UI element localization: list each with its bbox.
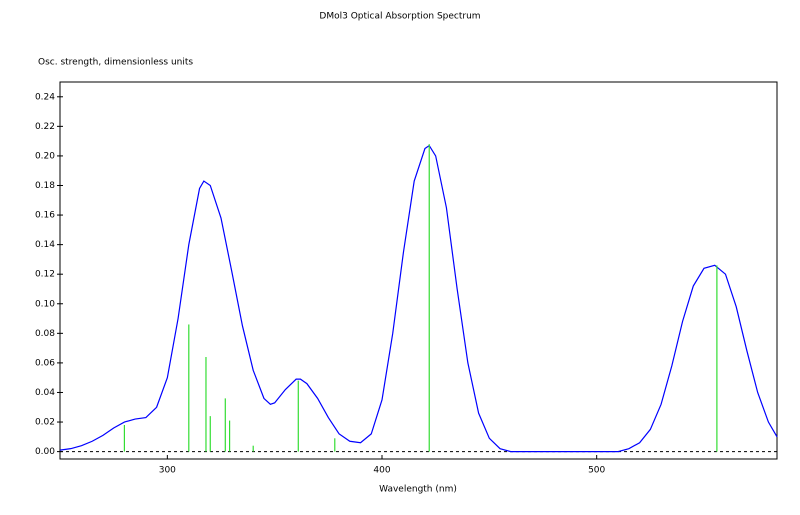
- y-tick-label: 0.20: [35, 151, 55, 161]
- plot-frame: [59, 81, 778, 460]
- y-axis-label: Osc. strength, dimensionless units: [38, 58, 193, 68]
- y-tick-label: 0.00: [35, 447, 55, 457]
- x-tick-label: 300: [159, 466, 176, 476]
- chart-title: DMol3 Optical Absorption Spectrum: [319, 12, 480, 22]
- spectrum-line: [59, 144, 778, 453]
- y-tick-label: 0.04: [35, 388, 55, 398]
- y-tick-label: 0.10: [35, 299, 55, 309]
- x-axis-label: Wavelength (nm): [379, 485, 457, 495]
- y-tick-label: 0.14: [35, 240, 55, 250]
- y-tick-label: 0.22: [35, 122, 55, 132]
- y-tick-label: 0.24: [35, 92, 55, 102]
- x-tick-label: 400: [373, 466, 390, 476]
- y-tick-label: 0.06: [35, 358, 55, 368]
- y-tick-label: 0.02: [35, 418, 55, 428]
- y-tick-label: 0.16: [35, 211, 55, 221]
- y-tick-label: 0.08: [35, 329, 55, 339]
- y-tick-label: 0.18: [35, 181, 55, 191]
- x-tick-label: 500: [588, 466, 605, 476]
- y-tick-label: 0.12: [35, 270, 55, 280]
